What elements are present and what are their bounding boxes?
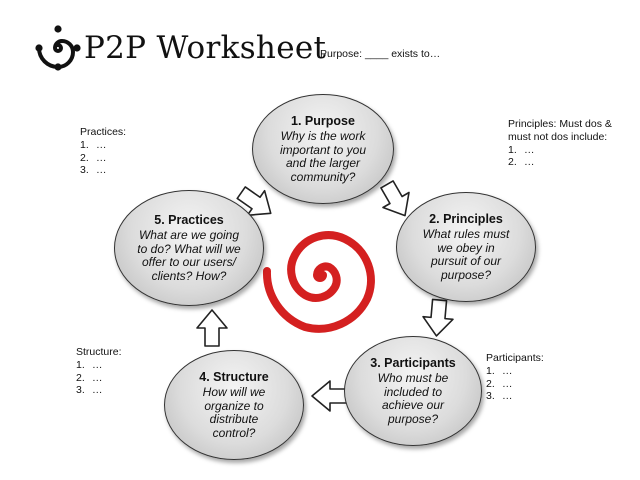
structure-note-header: Structure: [76, 346, 122, 358]
structure-note-item: 3.… [76, 384, 103, 397]
participants-note-header: Participants: [486, 352, 544, 364]
practices-heading: 5. Practices [154, 213, 224, 227]
page-title: P2P Worksheet [84, 30, 327, 66]
spiral-graphic [262, 231, 375, 333]
principles-note: Principles: Must dos & must not dos incl… [508, 118, 618, 169]
outline-arrow-icon [380, 180, 410, 217]
purpose-node: 1. Purpose Why is the work important to … [252, 94, 394, 204]
practices-note-item: 1.… [80, 138, 107, 151]
structure-note-item: 1.… [76, 358, 103, 371]
practices-note: Practices: 1.… 2.… 3.… [80, 126, 126, 177]
participants-note-item: 1.… [486, 364, 513, 377]
principles-node: 2. Principles What rules must we obey in… [396, 192, 536, 302]
principles-note-header: Principles: Must dos & must not dos incl… [508, 118, 612, 143]
practices-note-item: 2.… [80, 151, 107, 164]
practices-node: 5. Practices What are we going to do? Wh… [114, 190, 264, 306]
practices-question: What are we going to do? What will we of… [137, 228, 241, 283]
participants-note-item: 2.… [486, 377, 513, 390]
structure-note: Structure: 1.… 2.… 3.… [76, 346, 122, 397]
structure-question: How will we organize to distribute contr… [202, 385, 266, 440]
purpose-statement-note: Purpose: ____ exists to… [320, 48, 441, 60]
participants-note: Participants: 1.… 2.… 3.… [486, 352, 544, 403]
participants-question: Who must be included to achieve our purp… [377, 371, 449, 426]
principles-note-item: 2.… [508, 156, 535, 169]
outline-arrow-icon [422, 298, 454, 337]
participants-node: 3. Participants Who must be included to … [344, 336, 482, 446]
practices-note-header: Practices: [80, 126, 127, 138]
spiral-logo-icon [35, 25, 81, 71]
purpose-question: Why is the work important to you and the… [279, 129, 367, 184]
purpose-heading: 1. Purpose [291, 114, 355, 128]
outline-arrow-icon [236, 186, 272, 217]
participants-note-item: 3.… [486, 390, 513, 403]
outline-arrow-icon [196, 309, 228, 347]
participants-heading: 3. Participants [370, 356, 456, 370]
principles-heading: 2. Principles [429, 212, 503, 226]
structure-heading: 4. Structure [199, 370, 269, 384]
practices-note-item: 3.… [80, 164, 107, 177]
structure-note-item: 2.… [76, 371, 103, 384]
principles-question: What rules must we obey in pursuit of ou… [422, 227, 510, 282]
structure-node: 4. Structure How will we organize to dis… [164, 350, 304, 460]
principles-note-item: 1.… [508, 143, 535, 156]
